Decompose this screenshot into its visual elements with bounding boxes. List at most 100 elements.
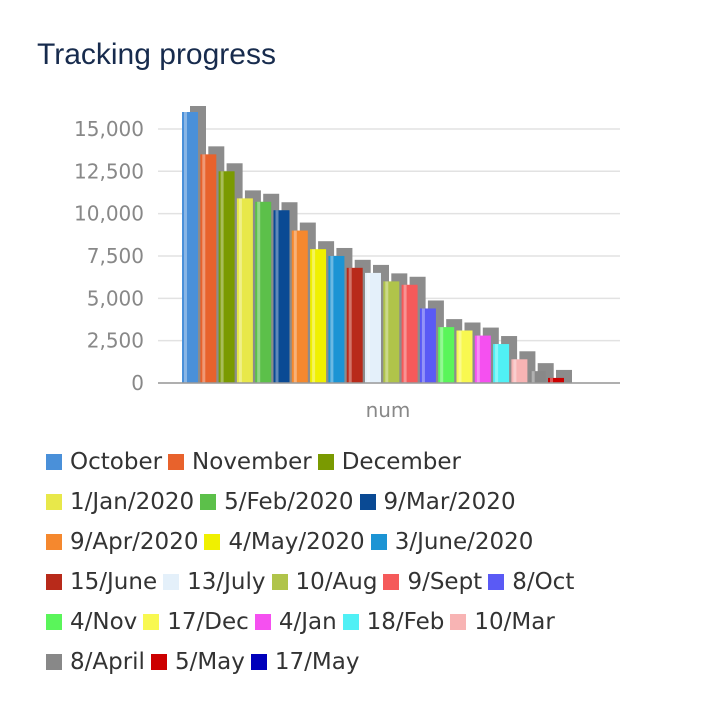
bar-body: [401, 284, 418, 383]
legend-row: 15/June 13/July 10/Aug 9/Sept 8/Oct: [46, 562, 686, 602]
legend-swatch: [359, 494, 376, 510]
x-axis-category-label: num: [366, 398, 411, 422]
y-tick-label: 10,000: [74, 202, 144, 226]
bar-highlight: [531, 371, 535, 383]
legend-item[interactable]: 10/Mar: [450, 609, 555, 635]
legend-swatch: [46, 494, 62, 510]
legend-item[interactable]: 10/Aug: [271, 569, 378, 595]
legend-item[interactable]: 3/June/2020: [370, 529, 534, 555]
legend-item[interactable]: 9/Apr/2020: [46, 529, 198, 555]
legend-label: 13/July: [187, 569, 266, 595]
legend-swatch: [250, 654, 267, 670]
chart-legend: October November December 1/Jan/2020 5/Feb/2…: [46, 442, 686, 682]
bar-body: [273, 210, 290, 383]
legend-swatch: [46, 534, 62, 550]
bar-body: [474, 335, 491, 383]
bar-body: [365, 272, 381, 383]
legend-swatch: [370, 534, 387, 550]
bar-highlight: [550, 377, 553, 383]
legend-row: 1/Jan/2020 5/Feb/2020 9/Mar/2020: [46, 482, 686, 522]
legend-item[interactable]: 18/Feb: [342, 609, 444, 635]
legend-item[interactable]: November: [168, 449, 312, 475]
bar-body: [511, 359, 528, 383]
legend-swatch: [46, 454, 62, 470]
legend-label: 9/Sept: [407, 569, 483, 595]
legend-swatch: [204, 534, 221, 550]
bar-highlight: [348, 267, 352, 383]
bar-highlight: [476, 335, 480, 383]
y-tick-label: 5,000: [87, 286, 144, 310]
legend-label: 8/Oct: [512, 569, 575, 595]
y-tick-label: 15,000: [74, 117, 144, 141]
legend-item[interactable]: 4/Nov: [46, 609, 137, 635]
bar-body: [419, 308, 436, 383]
bar-body: [310, 249, 327, 383]
bar: [548, 369, 572, 383]
bar: [511, 351, 536, 383]
legend-item[interactable]: 13/July: [163, 569, 266, 595]
bar-highlight: [184, 112, 187, 383]
bar-body: [548, 377, 564, 383]
legend-label: 8/April: [70, 649, 145, 675]
legend-swatch: [143, 614, 160, 630]
legend-item[interactable]: 5/Feb/2020: [200, 489, 354, 515]
legend-swatch: [254, 614, 271, 630]
bar-highlight: [220, 171, 224, 383]
legend-label: November: [192, 449, 312, 475]
legend-item[interactable]: 17/May: [250, 649, 360, 675]
bar-body: [438, 327, 455, 383]
y-axis-ticks: 0 2,500 5,000 7,500 10,000 12,500 15,000: [74, 117, 144, 395]
legend-label: 3/June/2020: [394, 529, 534, 555]
legend-item[interactable]: 15/June: [46, 569, 157, 595]
legend-label: 9/Mar/2020: [383, 489, 516, 515]
bar-body: [291, 230, 308, 383]
bar-highlight: [312, 249, 316, 383]
legend-item[interactable]: 4/May/2020: [204, 529, 365, 555]
legend-swatch: [150, 654, 167, 670]
bar-highlight: [403, 284, 407, 383]
legend-label: 10/Aug: [295, 569, 378, 595]
legend-swatch: [342, 614, 359, 630]
bar-highlight: [330, 255, 334, 383]
y-tick-label: 0: [131, 371, 144, 395]
legend-label: October: [70, 449, 163, 475]
legend-swatch: [383, 574, 400, 590]
legend-item[interactable]: 9/Sept: [383, 569, 482, 595]
legend-item[interactable]: 8/Oct: [488, 569, 574, 595]
legend-label: 4/Nov: [70, 609, 138, 635]
legend-item[interactable]: 1/Jan/2020: [46, 489, 194, 515]
bar-highlight: [257, 201, 261, 383]
legend-item[interactable]: October: [46, 449, 162, 475]
legend-row: October November December: [46, 442, 686, 482]
bar-body: [200, 154, 217, 383]
legend-swatch: [163, 574, 180, 590]
bar-highlight: [421, 308, 425, 383]
bar-highlight: [202, 154, 206, 383]
legend-item[interactable]: 8/April: [46, 649, 145, 675]
legend-label: 1/Jan/2020: [70, 489, 195, 515]
legend-label: 17/May: [274, 649, 360, 675]
legend-swatch: [317, 454, 334, 470]
bars: [182, 106, 572, 383]
legend-item[interactable]: 9/Mar/2020: [359, 489, 516, 515]
bar-body: [255, 201, 272, 383]
legend-swatch: [450, 614, 467, 630]
legend-row: 4/Nov 17/Dec 4/Jan 18/Feb 10/Mar: [46, 602, 686, 642]
bar-highlight: [293, 230, 297, 383]
legend-item[interactable]: 5/May: [150, 649, 245, 675]
legend-swatch: [46, 614, 62, 630]
legend-row: 9/Apr/2020 4/May/2020 3/June/2020: [46, 522, 686, 562]
bar-highlight: [275, 210, 279, 383]
legend-label: 5/Feb/2020: [224, 489, 354, 515]
bar-body: [456, 330, 473, 383]
legend-swatch: [271, 574, 288, 590]
bar-highlight: [440, 327, 444, 383]
legend-item[interactable]: 4/Jan: [254, 609, 337, 635]
bar-chart: 0 2,500 5,000 7,500 10,000 12,500 15,000 num: [74, 106, 620, 422]
legend-item[interactable]: 17/Dec: [143, 609, 249, 635]
legend-swatch: [200, 494, 217, 510]
legend-item[interactable]: December: [317, 449, 461, 475]
chart-title: Tracking progress: [37, 38, 276, 71]
bar-highlight: [495, 344, 499, 383]
y-tick-label: 2,500: [87, 329, 144, 353]
